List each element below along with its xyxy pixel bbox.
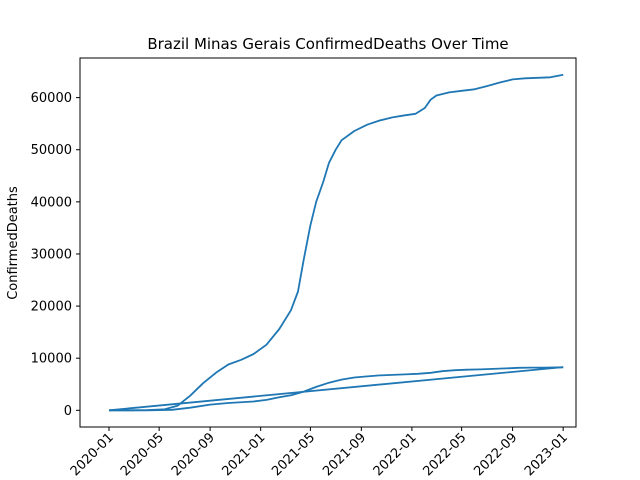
x-tick-label: 2022-01 [371, 430, 420, 479]
x-tick-label: 2022-05 [420, 430, 469, 479]
series-layer [108, 73, 564, 412]
x-tick-label: 2020-05 [118, 430, 167, 479]
y-tick-label: 0 [64, 404, 72, 419]
x-tick-label: 2022-09 [471, 430, 520, 479]
plot-frame [79, 57, 577, 428]
y-tick-label: 10000 [31, 352, 72, 367]
series-line-2 [109, 366, 564, 412]
plot-area: 2020-01 2020-05 2020-09 2021-01 2021-05 2021-… [31, 57, 577, 479]
x-tick-label: 2020-09 [169, 430, 218, 479]
y-tick-label: 40000 [31, 195, 72, 210]
x-tick-label: 2021-05 [269, 430, 318, 479]
x-axis: 2020-01 2020-05 2020-09 2021-01 2021-05 2021-… [68, 427, 571, 479]
x-tick-label: 2023-01 [522, 430, 571, 479]
x-tick-label: 2021-01 [219, 430, 268, 479]
y-axis-label: ConfirmedDeaths [6, 186, 21, 300]
y-tick-label: 20000 [31, 300, 72, 315]
series-line-1 [109, 73, 564, 412]
chart-title: Brazil Minas Gerais ConfirmedDeaths Over… [147, 35, 508, 53]
y-tick-label: 30000 [31, 247, 72, 262]
x-tick-label: 2020-01 [68, 430, 117, 479]
x-tick-label: 2021-09 [320, 430, 369, 479]
y-axis: 0 10000 20000 30000 40000 50000 60000 [31, 91, 80, 419]
y-tick-label: 60000 [31, 91, 72, 106]
y-tick-label: 50000 [31, 143, 72, 158]
series-line-3 [108, 366, 564, 412]
